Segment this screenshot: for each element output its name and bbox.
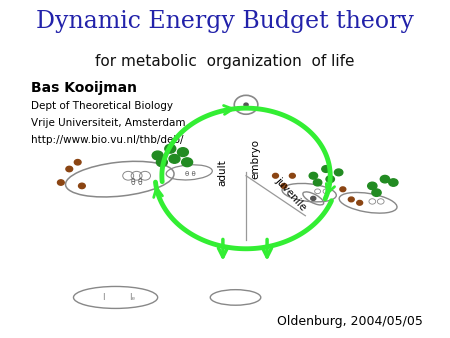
Circle shape [311, 196, 316, 200]
Text: embryo: embryo [250, 139, 260, 179]
Circle shape [74, 160, 81, 165]
Text: Vrije Universiteit, Amsterdam: Vrije Universiteit, Amsterdam [32, 118, 186, 128]
Circle shape [169, 154, 180, 163]
Circle shape [334, 169, 343, 176]
Circle shape [177, 148, 189, 156]
Circle shape [152, 151, 163, 160]
Text: juvenile: juvenile [274, 176, 308, 213]
Text: Dept of Theoretical Biology: Dept of Theoretical Biology [32, 101, 173, 112]
Circle shape [66, 166, 72, 172]
Circle shape [79, 183, 85, 189]
Circle shape [389, 179, 398, 186]
Circle shape [165, 144, 176, 153]
Circle shape [372, 189, 381, 196]
Circle shape [244, 103, 248, 106]
Circle shape [368, 182, 377, 190]
Circle shape [58, 180, 64, 185]
Circle shape [313, 179, 322, 186]
Text: Bas Kooijman: Bas Kooijman [32, 81, 137, 95]
Text: adult: adult [217, 159, 227, 186]
Circle shape [309, 172, 318, 179]
Circle shape [326, 176, 334, 183]
Circle shape [182, 158, 193, 167]
Text: lₑ: lₑ [129, 293, 135, 302]
Text: l: l [102, 293, 104, 302]
Text: θ θ: θ θ [131, 178, 143, 187]
Text: http://www.bio.vu.nl/thb/deb/: http://www.bio.vu.nl/thb/deb/ [32, 135, 184, 145]
Circle shape [273, 173, 279, 178]
Text: θ θ: θ θ [185, 171, 196, 177]
Circle shape [322, 166, 330, 172]
Circle shape [281, 184, 287, 188]
Circle shape [357, 200, 363, 205]
Text: Dynamic Energy Budget theory: Dynamic Energy Budget theory [36, 10, 414, 33]
Text: Oldenburg, 2004/05/05: Oldenburg, 2004/05/05 [277, 315, 423, 328]
Circle shape [348, 197, 354, 202]
Text: for metabolic  organization  of life: for metabolic organization of life [95, 54, 355, 69]
Circle shape [380, 175, 390, 183]
Circle shape [157, 158, 167, 167]
Circle shape [289, 173, 295, 178]
Circle shape [340, 187, 346, 192]
